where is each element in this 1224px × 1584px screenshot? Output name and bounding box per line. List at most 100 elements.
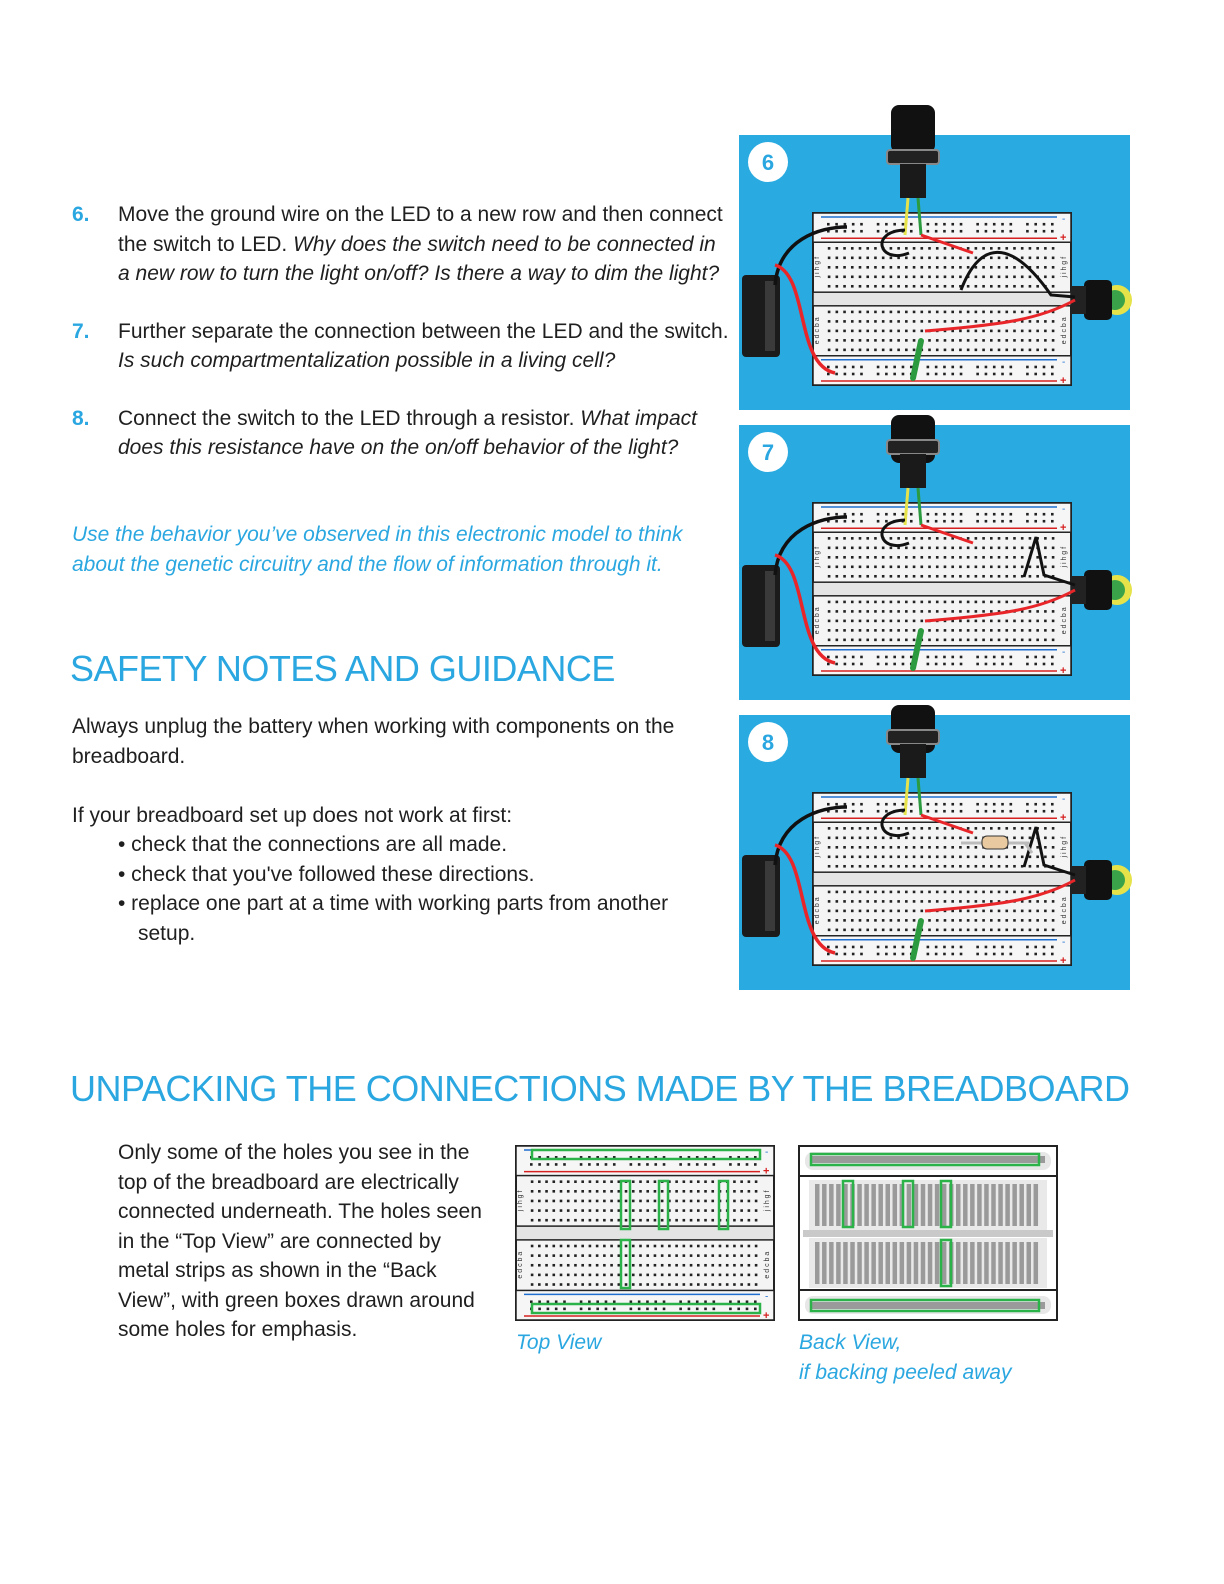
terminal-hole — [683, 1245, 686, 1248]
terminal-hole — [567, 1190, 570, 1193]
terminal-hole — [567, 1209, 570, 1212]
terminal-hole — [552, 1209, 555, 1212]
terminal-hole — [603, 1200, 606, 1203]
terminal-hole — [567, 1283, 570, 1286]
breadboard-illustration — [739, 715, 1130, 990]
list-item: • check that the connections are all mad… — [118, 830, 692, 860]
terminal-hole — [632, 1264, 635, 1267]
rail-hole — [538, 1300, 541, 1303]
metal-strip — [871, 1242, 876, 1284]
terminal-hole — [668, 1254, 671, 1257]
terminal-hole — [690, 1283, 693, 1286]
terminal-hole — [552, 1264, 555, 1267]
metal-strip — [935, 1184, 940, 1226]
terminal-hole — [654, 1283, 657, 1286]
terminal-hole — [574, 1245, 577, 1248]
terminal-hole — [646, 1190, 649, 1193]
terminal-hole — [545, 1283, 548, 1286]
metal-strip — [1012, 1184, 1017, 1226]
terminal-hole — [646, 1274, 649, 1277]
terminal-hole — [574, 1219, 577, 1222]
terminal-hole — [654, 1209, 657, 1212]
metal-strip — [921, 1242, 926, 1284]
terminal-hole — [625, 1190, 628, 1193]
terminal-hole — [675, 1180, 678, 1183]
terminal-hole — [596, 1245, 599, 1248]
rail-hole — [696, 1163, 699, 1166]
minus-label: - — [765, 1147, 768, 1158]
terminal-hole — [646, 1264, 649, 1267]
terminal-hole — [625, 1283, 628, 1286]
metal-strip — [878, 1184, 883, 1226]
terminal-hole — [726, 1254, 729, 1257]
metal-strip — [886, 1184, 891, 1226]
terminal-hole — [711, 1219, 714, 1222]
rail-hole — [704, 1163, 707, 1166]
terminal-hole — [755, 1190, 758, 1193]
rail-hole — [729, 1308, 732, 1311]
rail-hole — [679, 1300, 682, 1303]
terminal-hole — [690, 1190, 693, 1193]
rail-hole — [530, 1163, 533, 1166]
terminal-hole — [618, 1180, 621, 1183]
terminal-hole — [748, 1245, 751, 1248]
terminal-hole — [704, 1180, 707, 1183]
terminal-hole — [618, 1283, 621, 1286]
terminal-hole — [567, 1180, 570, 1183]
terminal-hole — [531, 1283, 534, 1286]
terminal-hole — [610, 1264, 613, 1267]
rail-hole — [630, 1308, 633, 1311]
rail-hole — [646, 1163, 649, 1166]
safety-body: Always unplug the battery when working w… — [72, 712, 692, 948]
breadboard-illustration — [739, 135, 1130, 410]
terminal-hole — [704, 1190, 707, 1193]
metal-strip — [878, 1242, 883, 1284]
terminal-hole — [733, 1283, 736, 1286]
rail-hole — [613, 1308, 616, 1311]
terminal-hole — [632, 1219, 635, 1222]
terminal-hole — [704, 1245, 707, 1248]
terminal-hole — [639, 1264, 642, 1267]
terminal-hole — [704, 1219, 707, 1222]
terminal-hole — [690, 1264, 693, 1267]
terminal-hole — [574, 1190, 577, 1193]
terminal-hole — [733, 1254, 736, 1257]
terminal-hole — [690, 1200, 693, 1203]
rail-hole — [547, 1163, 550, 1166]
terminal-hole — [596, 1180, 599, 1183]
terminal-hole — [552, 1219, 555, 1222]
terminal-hole — [560, 1209, 563, 1212]
terminal-hole — [560, 1190, 563, 1193]
terminal-hole — [603, 1190, 606, 1193]
terminal-hole — [675, 1283, 678, 1286]
metal-strip — [998, 1184, 1003, 1226]
rail-hole — [547, 1308, 550, 1311]
terminal-hole — [719, 1254, 722, 1257]
metal-strip — [1005, 1184, 1010, 1226]
terminal-hole — [719, 1264, 722, 1267]
terminal-hole — [596, 1254, 599, 1257]
step-item: 6. Move the ground wire on the LED to a … — [72, 200, 732, 289]
terminal-hole — [596, 1190, 599, 1193]
terminal-hole — [646, 1245, 649, 1248]
rail-hole — [580, 1308, 583, 1311]
terminal-hole — [755, 1200, 758, 1203]
terminal-hole — [740, 1219, 743, 1222]
safety-paragraph: If your breadboard set up does not work … — [72, 801, 692, 831]
troubleshooting-list: • check that the connections are all mad… — [72, 830, 692, 948]
metal-strip — [822, 1184, 827, 1226]
terminal-hole — [632, 1209, 635, 1212]
terminal-hole — [690, 1219, 693, 1222]
step-item: 8. Connect the switch to the LED through… — [72, 404, 732, 463]
terminal-hole — [632, 1190, 635, 1193]
terminal-hole — [639, 1219, 642, 1222]
rail-hole — [663, 1163, 666, 1166]
terminal-hole — [589, 1264, 592, 1267]
terminal-hole — [538, 1219, 541, 1222]
terminal-hole — [552, 1200, 555, 1203]
terminal-hole — [755, 1219, 758, 1222]
terminal-hole — [545, 1274, 548, 1277]
metal-strip — [928, 1184, 933, 1226]
terminal-hole — [661, 1274, 664, 1277]
callout-text: Use the behavior you’ve observed in this… — [72, 520, 732, 579]
